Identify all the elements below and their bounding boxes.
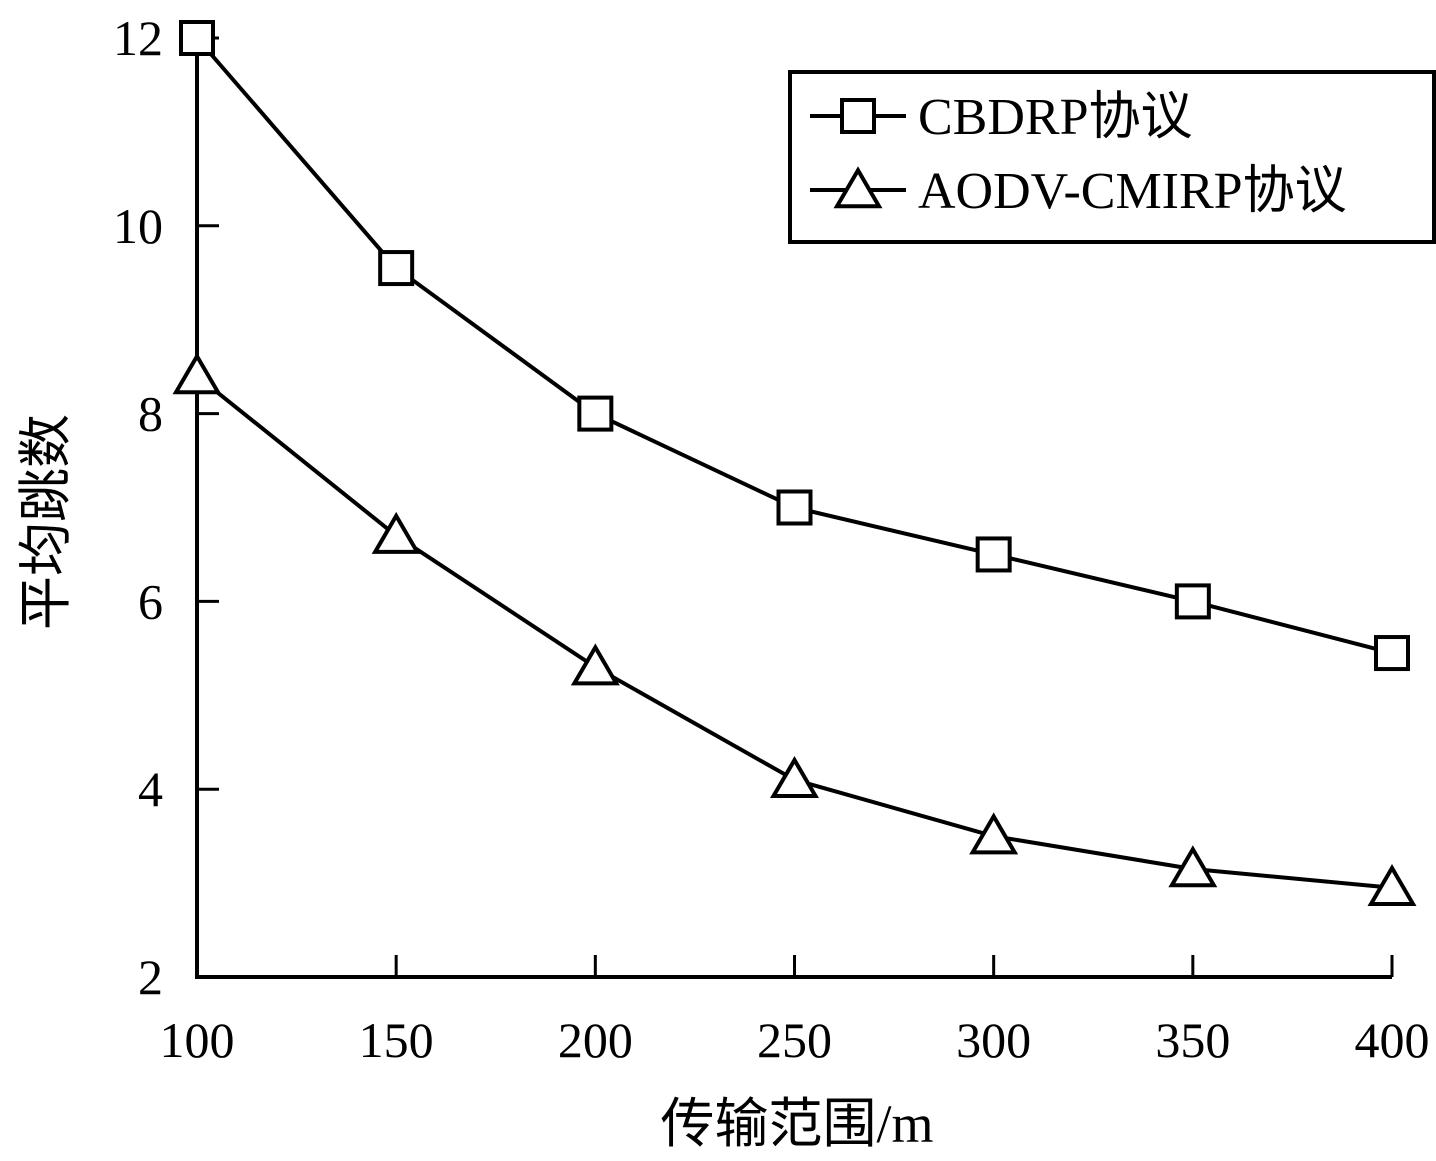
square-marker <box>776 489 813 526</box>
triangle-marker <box>1168 845 1218 888</box>
y-tick-label: 2 <box>138 949 163 1005</box>
square-marker <box>179 20 215 56</box>
y-axis-title: 平均跳数 <box>16 414 76 630</box>
y-tick-label: 4 <box>138 761 163 817</box>
y-tick-label: 8 <box>138 386 163 442</box>
x-tick-label: 400 <box>1355 1012 1430 1068</box>
x-tick-label: 200 <box>558 1012 633 1068</box>
x-tick-label: 250 <box>757 1012 832 1068</box>
legend-box <box>788 70 1436 244</box>
axes: 100 150 200 250 300 350 400 2 4 6 8 10 12 <box>113 10 1430 1068</box>
square-marker <box>577 395 614 432</box>
legend-label: CBDRP协议 <box>918 89 1193 146</box>
triangle-marker <box>969 812 1019 855</box>
square-marker <box>1374 635 1410 672</box>
square-marker <box>378 250 415 287</box>
legend-label: AODV-CMIRP协议 <box>918 163 1347 220</box>
square-marker <box>975 536 1012 573</box>
y-tick-label: 12 <box>113 10 163 66</box>
x-tick-label: 150 <box>359 1012 434 1068</box>
x-tick-label: 300 <box>956 1012 1031 1068</box>
triangle-marker <box>770 756 819 799</box>
legend-square-marker <box>840 98 876 134</box>
square-marker <box>1174 583 1211 620</box>
legend-triangle-marker <box>833 166 883 209</box>
series-1 <box>179 20 1410 672</box>
y-tick-label: 10 <box>113 198 163 254</box>
triangle-marker <box>371 511 421 554</box>
x-tick-label: 350 <box>1155 1012 1230 1068</box>
series-line <box>195 374 1393 890</box>
series-layer <box>172 20 1417 906</box>
triangle-marker <box>1367 864 1417 906</box>
legend-item: CBDRP协议 <box>810 89 1193 146</box>
legend: CBDRP协议 AODV-CMIRP协议 <box>788 70 1436 244</box>
series-2 <box>172 352 1417 906</box>
y-tick-label: 6 <box>138 573 163 629</box>
triangle-marker <box>570 643 620 686</box>
x-axis-title: 传输范围/m <box>660 1094 933 1154</box>
legend-item: AODV-CMIRP协议 <box>810 163 1347 220</box>
x-tick-label: 100 <box>160 1012 235 1068</box>
triangle-marker <box>172 352 222 395</box>
